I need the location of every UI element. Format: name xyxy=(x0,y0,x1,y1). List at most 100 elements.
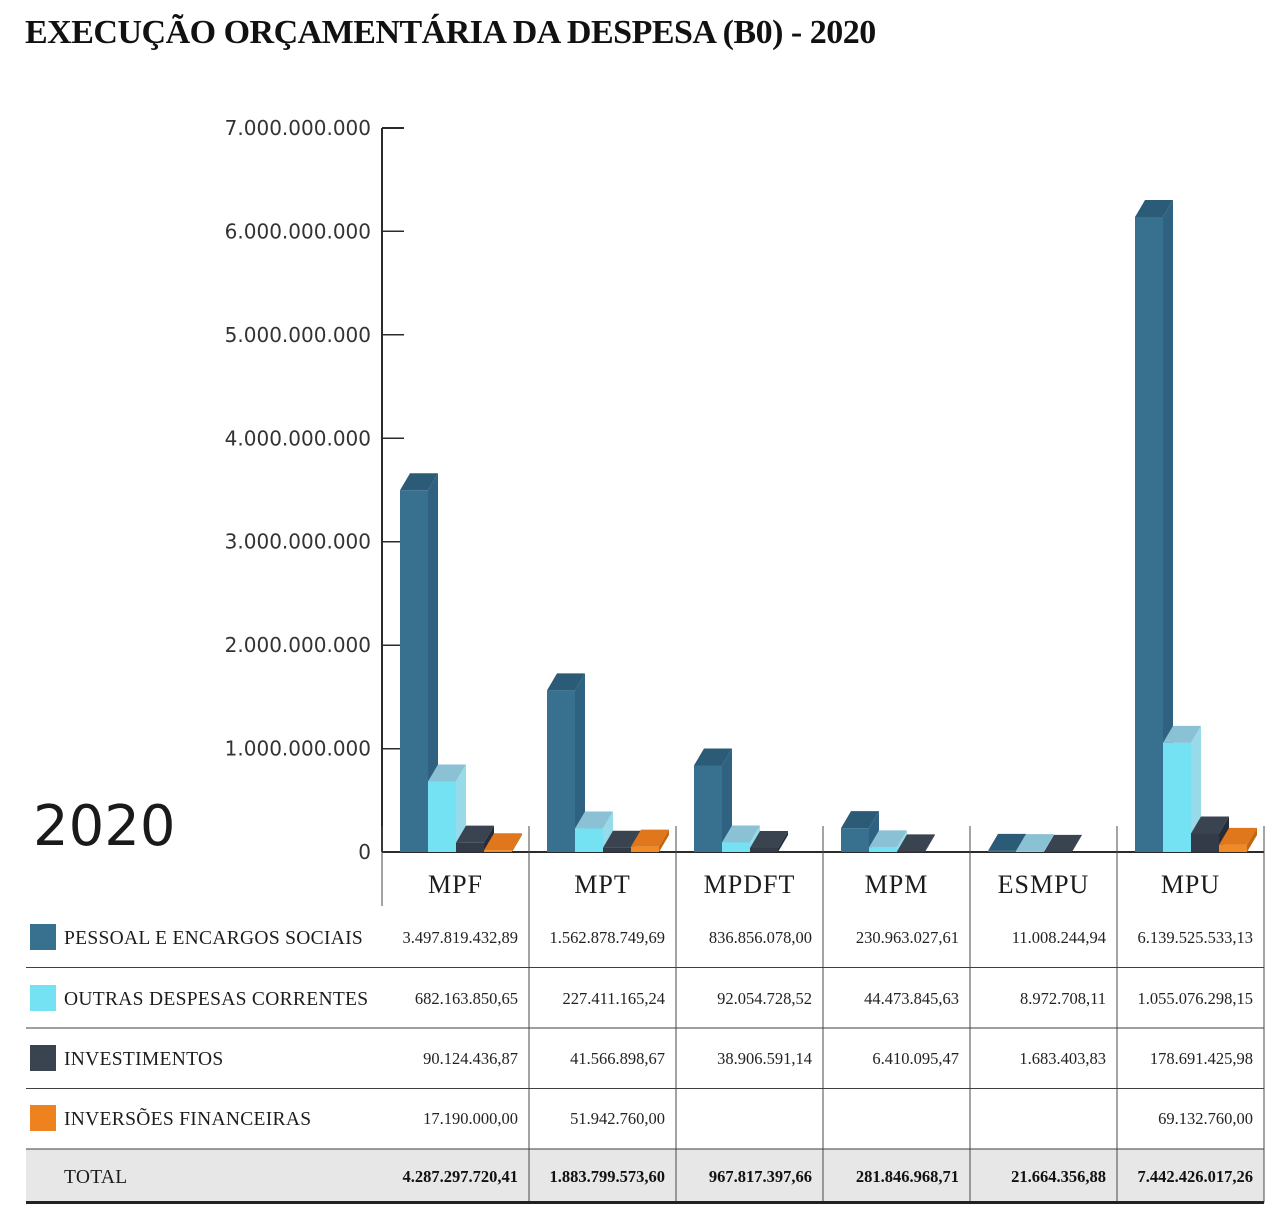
table-cell-value: 6.410.095,47 xyxy=(872,1049,959,1068)
bar-top-face xyxy=(1044,834,1082,852)
bar-side-face xyxy=(1163,199,1173,852)
bar xyxy=(1135,216,1163,852)
bar xyxy=(603,847,631,852)
bar-top-face xyxy=(750,830,788,848)
legend-label: INVERSÕES FINANCEIRAS xyxy=(64,1108,311,1130)
bar-side-face xyxy=(1072,834,1082,852)
chart-title: EXECUÇÃO ORÇAMENTÁRIA DA DESPESA (B0) - … xyxy=(25,14,876,51)
bar-top-face xyxy=(1163,725,1201,743)
table-cell-value: 90.124.436,87 xyxy=(423,1049,518,1068)
bar-top-face xyxy=(841,811,879,829)
bar-side-face xyxy=(869,811,879,852)
bar-side-face xyxy=(1191,725,1201,852)
bar-top-face xyxy=(575,811,613,829)
category-label: MPDFT xyxy=(704,870,796,899)
table-cell-value: 44.473.845,63 xyxy=(864,989,959,1008)
total-cell-value: 21.664.356,88 xyxy=(1011,1167,1106,1186)
bar-top-face xyxy=(722,825,760,843)
legend-label: OUTRAS DESPESAS CORRENTES xyxy=(64,989,368,1010)
table-cell-value: 3.497.819.432,89 xyxy=(403,928,519,947)
bar xyxy=(1016,851,1044,852)
bar xyxy=(897,851,925,852)
bar-side-face xyxy=(484,825,494,852)
category-label: MPF xyxy=(428,870,483,899)
table-cell-value: 8.972.708,11 xyxy=(1020,989,1106,1008)
total-row-background xyxy=(26,1149,1264,1203)
bar-top-face xyxy=(1191,816,1229,834)
year-label: 2020 xyxy=(33,794,176,859)
table-cell-value: 178.691.425,98 xyxy=(1150,1049,1253,1068)
bar xyxy=(456,842,484,852)
bar-side-face xyxy=(575,673,585,852)
bar-side-face xyxy=(428,473,438,852)
bar xyxy=(988,850,1016,852)
legend-swatch xyxy=(30,985,56,1011)
table-cell-value: 92.054.728,52 xyxy=(717,989,812,1008)
table-cell-value: 69.132.760,00 xyxy=(1158,1109,1253,1128)
category-label: MPM xyxy=(865,870,929,899)
bar-top-face xyxy=(1135,199,1173,217)
bar-side-face xyxy=(512,833,522,852)
table-cell-value: 836.856.078,00 xyxy=(709,928,812,947)
legend-label: INVESTIMENTOS xyxy=(64,1049,224,1070)
bar-top-face xyxy=(484,833,522,851)
table-cell-value: 1.562.878.749,69 xyxy=(550,928,666,947)
total-row-label: TOTAL xyxy=(64,1167,128,1188)
bar-top-face xyxy=(694,748,732,766)
bar xyxy=(428,781,456,852)
legend-label: PESSOAL E ENCARGOS SOCIAIS xyxy=(64,928,363,949)
bar xyxy=(841,828,869,852)
bar-top-face xyxy=(869,830,907,848)
bar xyxy=(484,850,512,852)
total-cell-value: 4.287.297.720,41 xyxy=(403,1167,519,1186)
bar-top-face xyxy=(603,830,641,848)
bar-top-face xyxy=(456,825,494,843)
total-cell-value: 967.817.397,66 xyxy=(709,1167,812,1186)
table-cell-value: 227.411.165,24 xyxy=(562,989,665,1008)
bar xyxy=(1163,742,1191,852)
bar-side-face xyxy=(1247,827,1257,852)
bar-side-face xyxy=(722,748,732,852)
category-label: MPU xyxy=(1161,870,1220,899)
bar xyxy=(1191,833,1219,852)
table-cell-value: 38.906.591,14 xyxy=(717,1049,812,1068)
legend-swatch xyxy=(30,1105,56,1131)
bar xyxy=(694,765,722,852)
bar-side-face xyxy=(897,830,907,852)
y-tick-label: 0 xyxy=(358,840,371,864)
bar-top-face xyxy=(428,764,466,782)
bar xyxy=(631,846,659,852)
bar xyxy=(869,847,897,852)
table-cell-value: 1.683.403,83 xyxy=(1019,1049,1106,1068)
legend-swatch xyxy=(30,924,56,950)
y-tick-label: 4.000.000.000 xyxy=(225,426,371,450)
category-label: MPT xyxy=(574,870,630,899)
bar-top-face xyxy=(897,834,935,852)
y-tick-label: 3.000.000.000 xyxy=(225,530,371,554)
bar-top-face xyxy=(988,833,1026,851)
table-cell-value: 11.008.244,94 xyxy=(1012,928,1106,947)
bar xyxy=(750,847,778,852)
bar xyxy=(722,842,750,852)
table-cell-value: 51.942.760,00 xyxy=(570,1109,665,1128)
bar-top-face xyxy=(547,673,585,691)
bar xyxy=(547,690,575,852)
table-cell-value: 17.190.000,00 xyxy=(423,1109,518,1128)
y-tick-label: 1.000.000.000 xyxy=(225,737,371,761)
bar-top-face xyxy=(400,473,438,491)
bar-side-face xyxy=(659,829,669,852)
y-tick-label: 5.000.000.000 xyxy=(225,323,371,347)
bar-top-face xyxy=(1016,834,1054,852)
total-cell-value: 1.883.799.573,60 xyxy=(550,1167,666,1186)
table-cell-value: 6.139.525.533,13 xyxy=(1138,928,1254,947)
y-tick-label: 7.000.000.000 xyxy=(225,116,371,140)
total-cell-value: 7.442.426.017,26 xyxy=(1138,1167,1254,1186)
y-tick-label: 2.000.000.000 xyxy=(225,633,371,657)
y-tick-label: 6.000.000.000 xyxy=(225,219,371,243)
bar xyxy=(1219,844,1247,852)
bar xyxy=(575,828,603,852)
table-cell-value: 1.055.076.298,15 xyxy=(1138,989,1254,1008)
bar-side-face xyxy=(603,811,613,852)
